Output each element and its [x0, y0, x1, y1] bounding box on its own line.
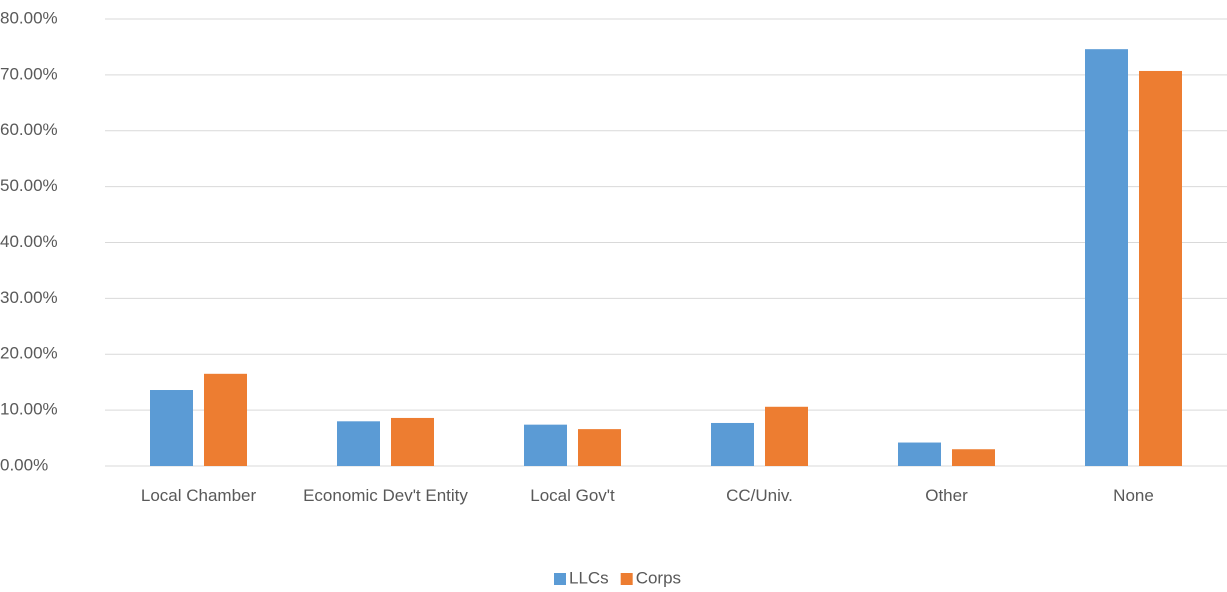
bar [765, 406, 808, 466]
y-tick-label: 50.00% [0, 176, 58, 195]
x-tick-label-box: Local Chamber [140, 486, 257, 505]
x-tick-label: Other [925, 486, 968, 505]
bar [524, 424, 567, 466]
legend-swatch [554, 573, 566, 585]
y-tick-label: 20.00% [0, 344, 58, 363]
x-tick-label-box: None [1113, 486, 1154, 505]
bar [952, 449, 995, 466]
bar [1139, 70, 1182, 467]
y-tick-label: 40.00% [0, 232, 58, 251]
y-tick-label: 0.00% [0, 455, 48, 474]
x-tick-label: Economic Dev't Entity [303, 486, 468, 505]
legend-label: Corps [636, 568, 681, 587]
x-tick-label-box: Local Gov't [530, 486, 615, 505]
x-tick-label-box: Economic Dev't Entity [303, 486, 468, 505]
legend-label: LLCs [569, 568, 609, 587]
bar [204, 373, 247, 466]
bar [578, 429, 621, 466]
x-tick-label: Local Chamber [140, 486, 257, 505]
x-tick-label: None [1113, 486, 1154, 505]
x-tick-label-box: Other [925, 486, 968, 505]
y-tick-label: 10.00% [0, 400, 58, 419]
y-tick-label: 60.00% [0, 120, 58, 139]
x-tick-label: CC/Univ. [726, 486, 793, 505]
y-tick-label: 70.00% [0, 64, 58, 83]
bar [150, 390, 193, 466]
legend-swatch [620, 573, 633, 585]
bar [898, 442, 941, 466]
bar [711, 422, 754, 466]
x-tick-label-box: CC/Univ. [726, 486, 793, 505]
bar [391, 417, 434, 466]
y-tick-label: 30.00% [0, 288, 58, 307]
y-tick-label: 80.00% [0, 8, 58, 27]
bar [337, 421, 380, 466]
x-tick-label: Local Gov't [530, 486, 615, 505]
bar [1085, 49, 1128, 467]
